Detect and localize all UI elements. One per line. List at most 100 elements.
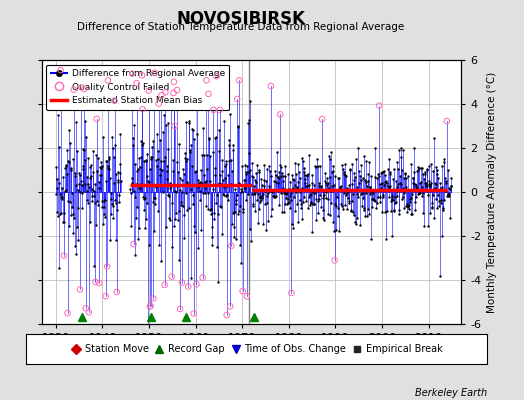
Point [85,184,93,190]
Point [407,211,415,218]
Point [102,178,110,185]
Point [267,83,275,89]
Point [444,193,453,200]
Point [295,187,303,193]
Point [411,206,419,213]
Point [236,242,244,248]
Point [335,174,343,181]
Point [318,116,326,122]
Point [405,187,413,193]
Point [310,200,318,207]
Point [406,196,414,202]
Point [133,80,141,86]
Point [77,84,85,90]
Point [179,235,188,242]
Point [307,190,315,197]
Point [357,203,366,209]
Point [59,210,68,216]
Point [420,176,428,182]
Point [423,166,431,172]
Point [410,145,418,152]
Point [369,189,377,196]
Point [369,196,378,203]
Point [408,191,416,197]
Point [223,312,231,318]
Point [412,184,421,190]
Point [340,168,348,175]
Point [193,130,201,137]
Point [347,161,356,167]
Point [315,180,324,186]
Point [68,204,76,210]
Point [424,223,432,229]
Point [315,196,323,203]
Point [362,190,370,196]
Point [146,303,155,309]
Point [149,228,158,234]
Point [275,174,283,181]
Point [215,180,224,186]
Point [311,217,320,223]
Point [198,152,206,158]
Point [111,142,119,148]
Point [80,86,89,92]
Point [225,142,234,148]
Point [290,194,298,200]
Point [446,182,455,189]
Point [371,174,379,180]
Point [64,198,72,204]
Point [431,181,440,188]
Point [424,163,433,170]
Point [302,182,310,189]
Point [429,168,437,175]
Point [81,118,90,124]
Point [177,202,185,208]
Point [184,180,192,187]
Point [227,221,236,228]
Point [189,201,197,208]
Point [62,163,71,169]
Point [99,134,107,140]
Point [106,211,115,217]
Point [331,257,339,264]
Point [222,158,230,164]
Point [88,193,96,200]
Point [56,211,64,217]
Point [74,170,83,177]
Point [443,118,451,124]
Point [328,169,336,176]
Point [244,190,253,197]
Point [278,170,287,176]
Point [107,133,116,140]
Point [205,136,213,142]
Point [91,200,99,206]
Point [52,209,61,215]
Point [399,146,408,153]
Point [294,219,302,225]
Point [157,158,165,164]
Point [278,209,286,215]
Point [203,189,212,196]
Point [253,187,261,194]
Point [429,135,438,141]
Point [428,204,436,210]
Point [398,193,407,200]
Point [104,77,112,84]
Point [61,187,70,193]
Point [415,190,423,196]
Point [128,180,136,186]
Point [88,186,96,192]
Point [168,199,176,206]
Point [95,164,104,170]
Point [389,196,397,203]
Point [103,164,112,171]
Point [116,160,124,167]
Point [386,183,394,189]
Point [200,152,209,158]
Point [52,164,60,170]
Point [336,183,345,189]
Point [360,204,368,211]
Point [63,171,71,177]
Point [218,231,226,238]
Point [343,206,351,212]
